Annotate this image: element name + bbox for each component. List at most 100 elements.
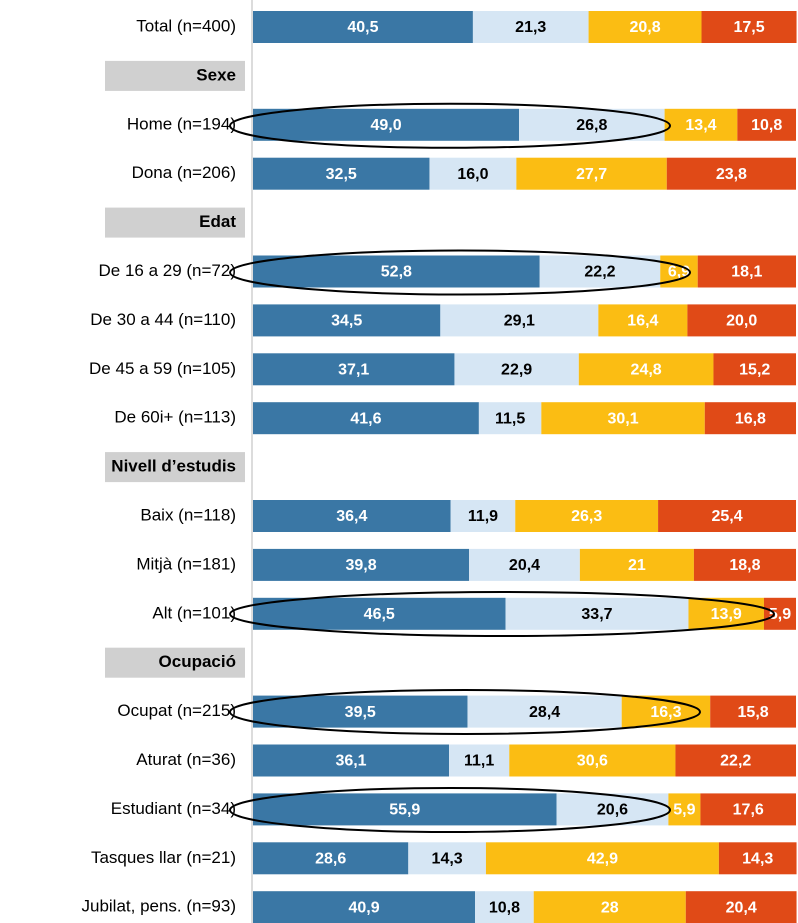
bar-segment — [505, 597, 689, 630]
bar-segment — [485, 842, 719, 875]
category-label: Aturat (n=36) — [136, 750, 236, 769]
value-label: 18,1 — [731, 264, 762, 281]
value-label: 30,1 — [607, 410, 638, 427]
highlight-ellipse — [229, 249, 691, 296]
group-header-bg — [105, 452, 245, 483]
value-label: 16,8 — [735, 410, 766, 427]
bar-segment — [666, 157, 796, 190]
value-label: 21,3 — [515, 19, 546, 36]
bar-segment — [713, 353, 796, 386]
bar-segment — [253, 157, 430, 190]
value-label: 32,5 — [326, 166, 357, 183]
value-label: 13,9 — [711, 606, 742, 623]
bar-segment — [658, 500, 796, 532]
bar-segment — [450, 500, 516, 532]
bar-segment — [408, 842, 486, 875]
bar-segment — [253, 891, 476, 923]
value-label: 37,1 — [338, 362, 369, 379]
bar-segment — [763, 597, 796, 630]
value-label: 26,8 — [576, 117, 607, 134]
value-label: 22,9 — [501, 362, 532, 379]
category-label: Tasques llar (n=21) — [91, 848, 236, 867]
bar-segment — [253, 744, 450, 777]
highlight-ellipses — [229, 102, 775, 833]
value-label: 20,4 — [509, 557, 540, 574]
bar-segment — [509, 744, 676, 777]
bar-segment — [253, 108, 520, 141]
bar-segment — [578, 353, 714, 386]
value-label: 16,0 — [457, 166, 488, 183]
bar-segment — [253, 548, 470, 581]
bar-segment — [515, 500, 659, 532]
value-label: 25,4 — [711, 508, 742, 525]
group-header-bg — [105, 207, 245, 238]
value-label: 5,9 — [769, 606, 791, 623]
value-label: 21 — [628, 557, 646, 574]
bar-segment — [598, 304, 688, 337]
category-label: Jubilat, pens. (n=93) — [81, 897, 236, 916]
value-label: 11,9 — [468, 508, 498, 525]
bar-segment — [718, 842, 797, 875]
highlight-ellipse — [229, 102, 671, 149]
bar-segment — [579, 548, 694, 581]
value-label: 28 — [601, 899, 619, 916]
value-label: 16,3 — [650, 704, 681, 721]
value-label: 42,9 — [587, 851, 618, 868]
value-label: 36,4 — [336, 508, 367, 525]
bar-segment — [693, 548, 796, 581]
category-label: Dona (n=206) — [132, 163, 236, 182]
value-label: 20,6 — [597, 802, 628, 819]
bar-segment — [440, 304, 599, 337]
value-label: 18,8 — [729, 557, 760, 574]
bar-segment — [253, 842, 409, 875]
bar-segment — [478, 402, 542, 435]
category-label: De 16 a 29 (n=72) — [98, 261, 236, 280]
bar-segment — [704, 402, 796, 435]
value-label: 22,2 — [584, 264, 615, 281]
bar-segment — [541, 402, 705, 435]
value-label: 14,3 — [432, 851, 463, 868]
bar-segment — [253, 402, 479, 435]
value-label: 52,8 — [381, 264, 412, 281]
bar-segment — [687, 304, 796, 337]
value-label: 33,7 — [581, 606, 612, 623]
bar-segment — [737, 108, 796, 141]
bar-segment — [253, 255, 540, 288]
category-label: De 30 a 44 (n=110) — [90, 310, 236, 329]
value-label: 10,8 — [489, 899, 520, 916]
value-label: 11,1 — [464, 753, 494, 770]
bar-segment — [685, 891, 797, 923]
value-label: 15,2 — [739, 362, 770, 379]
bar-segment — [472, 11, 589, 43]
bar-segment — [668, 793, 701, 826]
value-label: 39,5 — [345, 704, 376, 721]
value-label: 39,8 — [345, 557, 376, 574]
category-label: Mitjà (n=181) — [136, 554, 236, 573]
bar-segment — [710, 695, 796, 728]
highlight-ellipse — [229, 591, 775, 637]
bar-segment — [429, 157, 517, 190]
bar-segment — [533, 891, 686, 923]
group-header-bg — [105, 60, 245, 91]
value-label: 17,6 — [733, 802, 764, 819]
bar-segment — [469, 548, 580, 581]
value-label: 16,4 — [627, 313, 658, 330]
bar-segment — [454, 353, 579, 386]
category-label: Ocupat (n=215) — [117, 701, 236, 720]
value-label: 28,4 — [529, 704, 560, 721]
highlight-ellipse — [229, 689, 701, 735]
category-label: Alt (n=101) — [152, 603, 236, 622]
value-label: 10,8 — [751, 117, 782, 134]
bar-segment — [253, 11, 473, 43]
bar-segment — [467, 695, 622, 728]
bar-segment — [253, 304, 441, 337]
bar-segment — [539, 255, 661, 288]
bar-segment — [688, 597, 764, 630]
group-header-bg — [105, 647, 245, 678]
value-label: 26,3 — [571, 508, 602, 525]
value-label: 20,4 — [726, 899, 757, 916]
bar-segment — [588, 11, 702, 43]
group-header: Edat — [199, 212, 236, 231]
value-label: 22,2 — [720, 753, 751, 770]
